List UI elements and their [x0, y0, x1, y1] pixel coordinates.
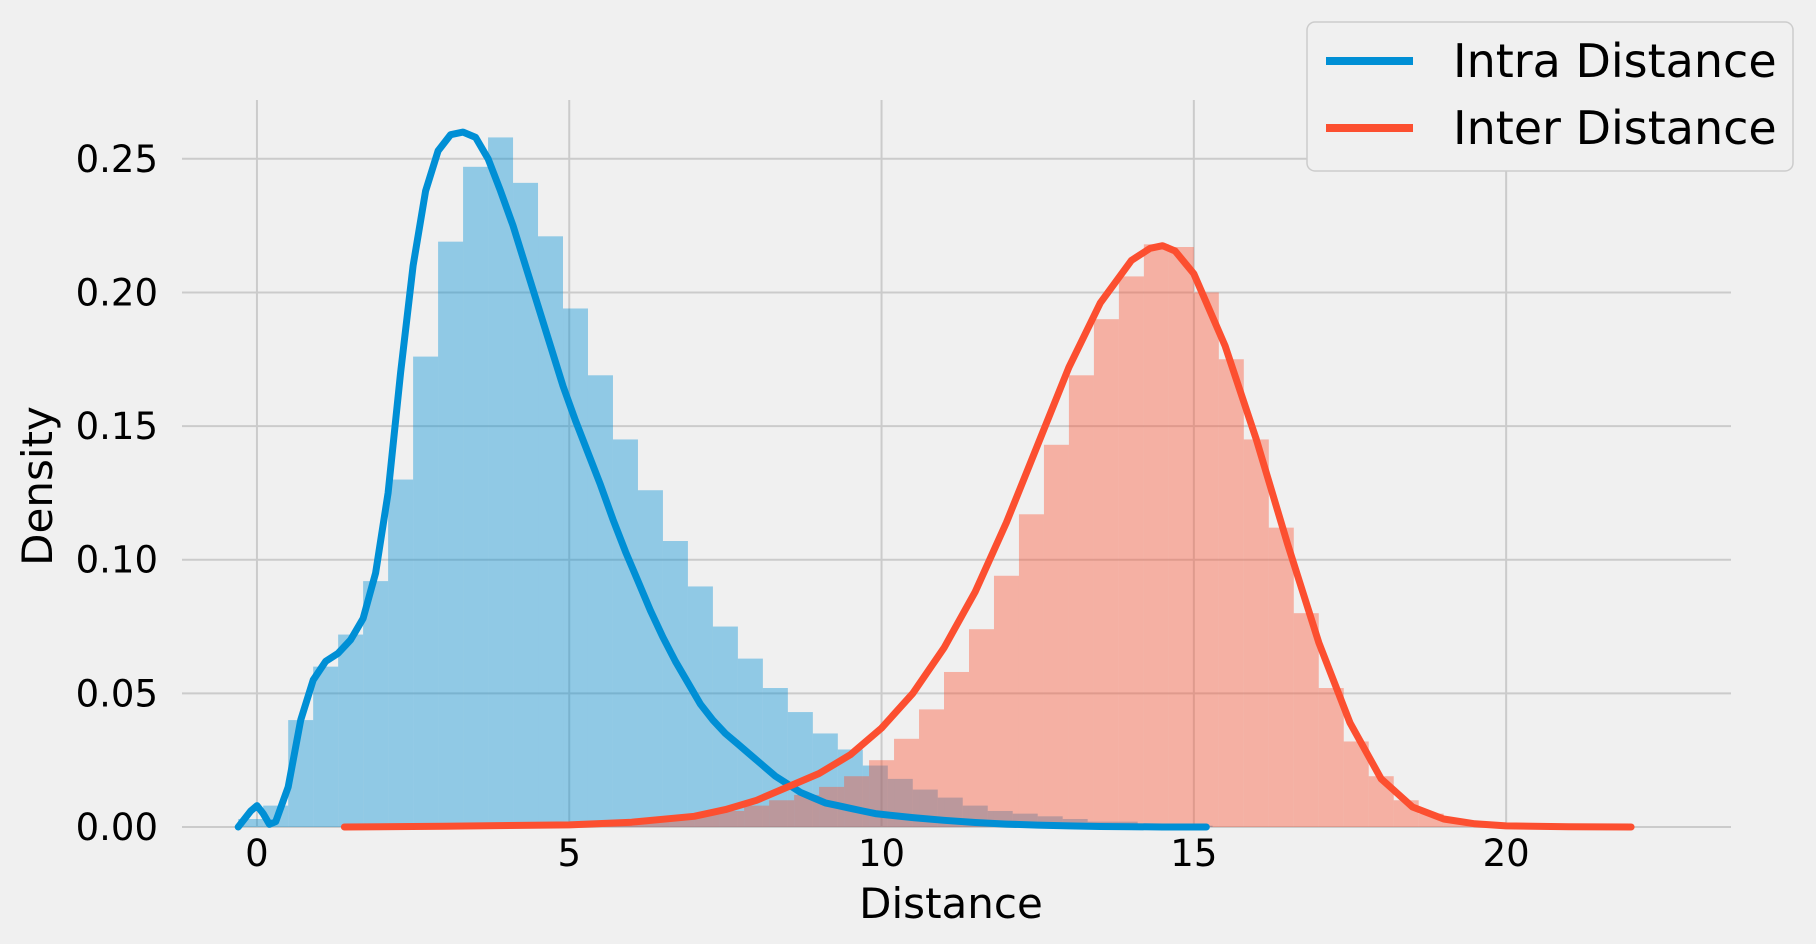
legend: Intra Distance Inter Distance [1306, 21, 1794, 172]
x-tick-label: 15 [1170, 832, 1217, 875]
y-tick-label: 0.05 [76, 672, 158, 715]
histogram-bar [662, 541, 688, 827]
legend-label-inter: Inter Distance [1453, 101, 1777, 155]
x-axis-label: Distance [859, 879, 1043, 928]
histogram-bar [238, 818, 264, 827]
histogram-bar [438, 241, 464, 827]
histogram-bar [844, 776, 870, 827]
x-tick-label: 0 [245, 832, 269, 875]
histogram-bar [338, 634, 364, 827]
histogram-bar [388, 479, 414, 827]
y-tick-label: 0.10 [76, 539, 158, 582]
x-tick-label: 20 [1483, 832, 1530, 875]
y-tick-label: 0.00 [76, 806, 158, 849]
y-tick-labels: 0.00 0.05 0.10 0.15 0.20 0.25 [76, 138, 158, 849]
histogram-bar [1218, 359, 1244, 827]
histogram-bar [1143, 244, 1169, 828]
kde-line-inter [340, 242, 1635, 831]
histogram-bar [1293, 613, 1319, 827]
y-axis-label: Density [13, 406, 62, 566]
histogram-bar [919, 709, 945, 827]
y-tick-label: 0.15 [76, 405, 158, 448]
histogram-bar [612, 439, 638, 827]
histogram-bar [719, 810, 745, 827]
histogram-bar [944, 671, 969, 827]
histogram-bar [787, 712, 813, 827]
kde-lines [234, 128, 1635, 831]
histogram-inter [344, 244, 1619, 828]
histograms [238, 137, 1619, 828]
histogram-bar [1118, 276, 1144, 827]
x-tick-label: 5 [557, 832, 581, 875]
x-tick-labels: 0 5 10 15 20 [245, 832, 1530, 875]
legend-box [1306, 21, 1794, 172]
y-tick-label: 0.25 [76, 138, 158, 181]
histogram-bar [637, 490, 663, 827]
histogram-bar [762, 688, 788, 827]
histogram-bar [1037, 816, 1063, 827]
histogram-bar [413, 356, 439, 827]
kde-line-intra [234, 128, 1210, 831]
histogram-bar [669, 816, 695, 827]
histogram-bar [1268, 527, 1294, 827]
histogram-bar [1068, 375, 1094, 827]
histogram-intra [238, 137, 1213, 828]
histogram-bar [1043, 444, 1069, 827]
histogram-bar [812, 733, 838, 827]
histogram-bar [1318, 688, 1344, 827]
histogram-bar [894, 738, 920, 827]
histogram-bar [744, 805, 770, 827]
histogram-bar [1243, 439, 1269, 827]
x-tick-label: 10 [858, 832, 905, 875]
histogram-bar [993, 575, 1019, 827]
histogram-bar [1168, 247, 1194, 828]
histogram-bar [488, 137, 514, 827]
histogram-bar [1193, 292, 1219, 827]
legend-label-intra: Intra Distance [1453, 34, 1777, 88]
histogram-bar [587, 375, 613, 827]
y-tick-label: 0.20 [76, 271, 158, 314]
histogram-bar [513, 182, 539, 827]
histogram-bar [769, 800, 795, 827]
histogram-bar [1018, 514, 1044, 827]
histogram-bar [313, 666, 339, 827]
histogram-bar [968, 629, 994, 827]
histogram-bar [363, 581, 389, 827]
histogram-bar [463, 166, 489, 828]
histogram-bar [1093, 319, 1119, 827]
